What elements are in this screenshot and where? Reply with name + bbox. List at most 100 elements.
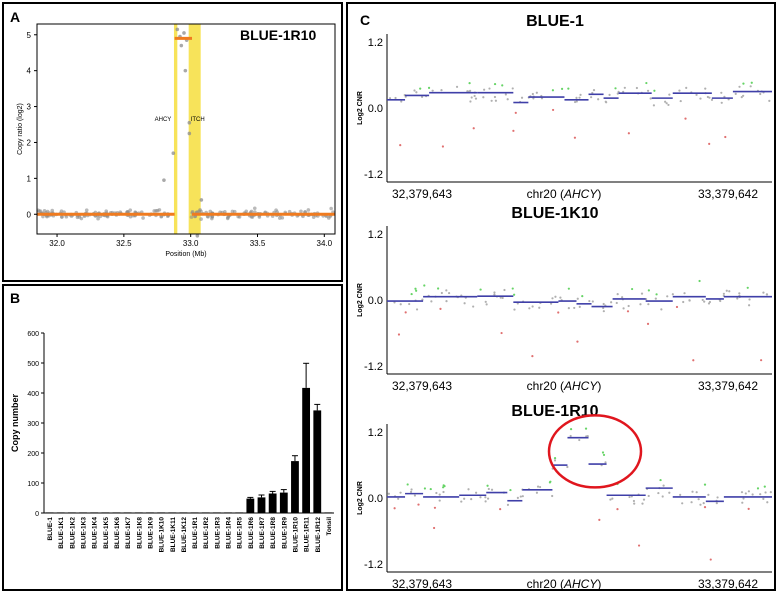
cnr-point [567, 287, 570, 290]
cnr-point [764, 491, 767, 494]
cnr-point [442, 486, 445, 489]
cnr-point [397, 497, 400, 500]
cnr-point [762, 497, 765, 500]
copy-ratio-point [157, 208, 162, 212]
cnr-point [602, 302, 605, 306]
cnr-point [415, 289, 418, 292]
cnr-point [602, 310, 605, 313]
cnr-point [602, 453, 606, 457]
cnr-point [399, 303, 402, 306]
bar-blue-1k2 [67, 512, 76, 513]
panel-c: C BLUE-1 1.2 0.0 -1.2 Log2 CNR 32,379,643 chr2… [346, 2, 776, 591]
category-label: BLUE-1R1 [192, 517, 199, 549]
cnr-tracks-chart: BLUE-1 1.2 0.0 -1.2 Log2 CNR 32,379,643 chr20 … [357, 13, 772, 589]
cnr-point [654, 297, 657, 300]
cnr-point [681, 502, 684, 505]
cnr-point [645, 81, 648, 85]
copy-ratio-point [195, 233, 200, 238]
category-label: BLUE-1K8 [136, 517, 143, 549]
cnr-point [513, 293, 516, 296]
cnr-point [657, 491, 660, 495]
cnr-point [627, 304, 630, 308]
cnr-point [750, 81, 753, 84]
cnr-point [760, 359, 763, 362]
bar-blue-1r10 [291, 461, 299, 513]
cnr-point [435, 491, 438, 495]
cnr-point [759, 92, 762, 96]
track-title: BLUE-1R10 [511, 403, 598, 420]
cnr-point [551, 89, 555, 92]
cnr-point [399, 144, 402, 147]
cnr-point [592, 89, 596, 92]
copy-ratio-point [175, 27, 180, 32]
cnr-point [684, 117, 687, 120]
cnr-point [531, 355, 534, 358]
cnr-point [485, 303, 488, 306]
cnr-point [668, 93, 671, 96]
copy-ratio-point [50, 208, 55, 213]
cnr-point [756, 487, 760, 490]
y-tick-label: 0 [35, 511, 39, 518]
y-axis-label: Log2 CNR [357, 283, 364, 317]
cnr-point [557, 311, 560, 314]
cnr-point [567, 87, 570, 90]
y-axis-label: Copy number [10, 394, 20, 453]
cnr-point [488, 87, 491, 90]
bar-blue-1k11 [168, 512, 177, 513]
category-label: BLUE-1R3 [214, 517, 221, 549]
x-mid-label-gene: AHCY [563, 379, 598, 393]
cnr-point [493, 293, 496, 296]
cnr-points [387, 427, 772, 561]
cnr-point [724, 135, 727, 139]
y-tick-label: 0 [27, 210, 32, 219]
x-right-label: 33,379,642 [698, 187, 758, 201]
cnr-point [766, 501, 769, 504]
cnr-point [573, 306, 576, 310]
bar-blue-1k1 [56, 512, 65, 513]
cnr-point [579, 93, 582, 96]
copy-ratio-point [141, 216, 145, 220]
bar-blue-1r4 [224, 512, 232, 513]
cnr-point [409, 490, 413, 493]
cnr-point [578, 438, 581, 442]
cnr-point [550, 302, 553, 305]
copy-number-bar-chart: 0 100 200 300 400 500 600 Copy number BLUE-1 BLUE… [10, 331, 334, 553]
copy-ratio-point [199, 209, 203, 214]
category-label: BLUE-1K3 [81, 517, 88, 549]
cnr-point [551, 108, 555, 112]
cnr-point [499, 508, 502, 511]
category-label: BLUE-1R6 [248, 517, 255, 549]
cnr-point [486, 497, 490, 500]
cnr-point [704, 87, 707, 90]
cnr-point [501, 84, 504, 87]
cnr-point [708, 300, 712, 304]
cnr-point [584, 427, 588, 430]
cnr-point [679, 99, 682, 103]
cnr-point [590, 96, 593, 99]
cnr-point [499, 296, 502, 299]
cnr-point [439, 307, 442, 310]
cnr-point [722, 292, 725, 295]
y-axis-label: Copy ratio (log2) [17, 103, 24, 155]
cnr-point [506, 98, 509, 101]
cnr-point [649, 97, 652, 100]
cnr-point [646, 322, 650, 325]
cnr-point [604, 461, 607, 464]
cnr-point [708, 142, 711, 145]
gene-highlight-region-0 [173, 24, 178, 234]
cnr-point [394, 96, 397, 100]
cnr-point [588, 299, 591, 303]
x-mid-label-prefix: chr20 ( [527, 187, 564, 201]
panel-a: A 0 1 2 3 4 5 32.0 32.5 33.0 33.5 34.0 Position (Mb… [2, 2, 343, 282]
cnr-point [751, 493, 754, 496]
category-label: BLUE-1R10 [292, 517, 299, 553]
cnr-point [665, 102, 668, 105]
y-tick-label: 400 [27, 391, 39, 398]
y-tick-label: 5 [27, 31, 32, 40]
x-tick-label: 33.5 [250, 239, 266, 248]
cnr-point [586, 435, 589, 438]
cnr-point [692, 359, 695, 362]
cnr-point [448, 291, 451, 295]
cnr-point [516, 496, 519, 500]
x-mid-label-gene: AHCY [563, 187, 598, 201]
